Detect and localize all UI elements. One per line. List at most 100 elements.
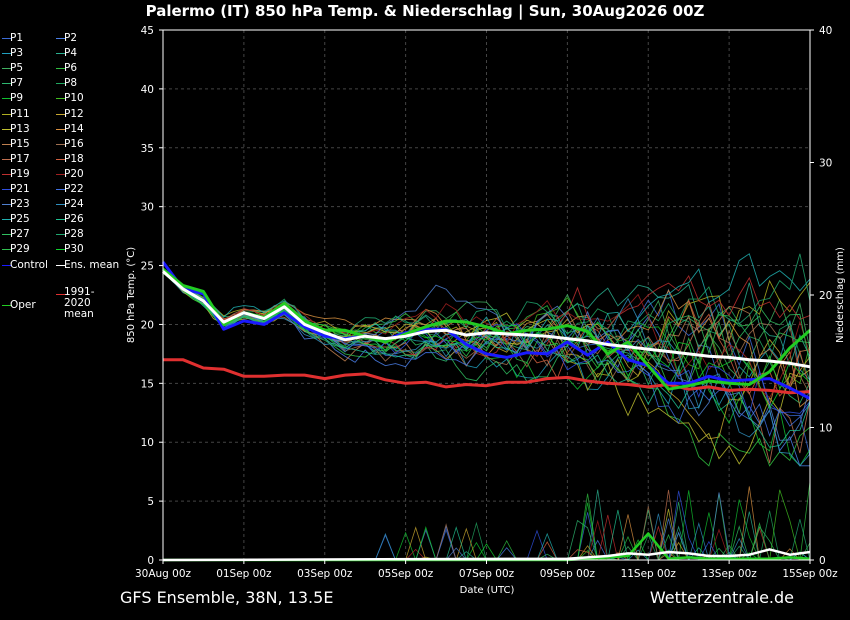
y-axis-label-left: 850 hPa Temp. (°C) — [126, 247, 137, 343]
legend-label: P5 — [10, 62, 24, 75]
legend-label: P27 — [10, 228, 30, 241]
legend-label: P8 — [64, 77, 78, 90]
ensemble-precip-line — [163, 541, 810, 561]
axes — [159, 29, 814, 564]
legend-swatch — [56, 173, 66, 175]
legend-swatch — [56, 53, 66, 55]
legend-swatch — [56, 143, 66, 145]
y-tick-label-left: 40 — [141, 84, 154, 96]
legend-label: P3 — [10, 47, 24, 60]
legend-swatch — [56, 204, 66, 206]
y-axis-label-right: Niederschlag (mm) — [835, 247, 846, 343]
legend-label: P7 — [10, 77, 24, 90]
legend-label: Oper — [10, 299, 36, 311]
legend-swatch — [2, 113, 12, 115]
climatology-line — [163, 358, 811, 395]
legend-label: P21 — [10, 183, 30, 195]
source-credit: Wetterzentrale.de — [649, 588, 794, 607]
x-tick-label: 13Sep 00z — [701, 568, 757, 580]
legend-label: P10 — [64, 92, 84, 105]
x-tick-label: 15Sep 00z — [782, 568, 838, 580]
legend-swatch — [56, 234, 66, 236]
y-tick-label-left: 15 — [141, 378, 154, 390]
legend-label: 1991-2020 mean — [64, 286, 95, 320]
legend-swatch — [56, 98, 66, 100]
control-line — [161, 261, 811, 400]
legend-swatch — [56, 113, 66, 115]
legend-label: P9 — [10, 92, 24, 105]
legend-swatch — [2, 98, 12, 100]
y-tick-label-left: 10 — [141, 437, 154, 449]
legend-label: Ens. mean — [64, 258, 120, 271]
main-series — [161, 261, 811, 562]
y-tick-label-left: 25 — [141, 261, 154, 273]
tick-labels: 0 5 10 15 20 25 30 35 40 45 0 10 20 30 40 30Aug 00z 01Se… — [135, 25, 838, 580]
x-tick-label: 07Sep 00z — [459, 568, 515, 580]
ensemble-member-line — [162, 271, 811, 383]
legend-label: P16 — [64, 137, 84, 150]
legend-swatch — [56, 249, 66, 251]
x-axis-label: Date (UTC) — [460, 585, 515, 596]
x-tick-label: 11Sep 00z — [621, 568, 677, 580]
ensemble-members — [162, 253, 811, 562]
plot-frame — [162, 29, 811, 561]
legend-label: P18 — [64, 152, 84, 165]
x-tick-label: 05Sep 00z — [378, 568, 434, 580]
y-tick-label-left: 0 — [147, 555, 154, 567]
legend-swatch — [56, 68, 66, 70]
y-tick-label-right: 0 — [819, 555, 826, 567]
legend-label: P4 — [64, 47, 78, 60]
legend-label: P24 — [64, 198, 84, 211]
legend-swatch — [2, 189, 12, 190]
legend-label: P12 — [64, 107, 84, 120]
legend-swatch — [56, 219, 66, 221]
legend-label: P30 — [64, 243, 84, 256]
y-tick-label-left: 5 — [147, 496, 154, 508]
y-tick-label-left: 45 — [141, 25, 154, 37]
ens-mean-line — [162, 270, 811, 369]
legend-label: P22 — [64, 183, 84, 195]
grid-lines — [163, 30, 810, 560]
y-tick-label-left: 30 — [141, 202, 154, 214]
legend-label: P20 — [64, 167, 84, 180]
legend-swatch — [2, 38, 12, 39]
legend-swatch — [56, 158, 66, 160]
legend-label: P1 — [10, 32, 24, 44]
legend-swatch — [2, 158, 12, 160]
legend-label: P2 — [64, 32, 78, 44]
legend-label: P15 — [10, 137, 30, 150]
legend-swatch — [2, 68, 12, 70]
x-tick-label: 09Sep 00z — [540, 568, 596, 580]
oper-precip-line — [163, 532, 811, 562]
legend-swatch — [2, 143, 12, 145]
ens-mean-precip-line — [162, 548, 811, 562]
legend-label: P17 — [10, 152, 30, 165]
y-tick-label-right: 40 — [819, 25, 832, 37]
legend-swatch — [2, 204, 12, 206]
y-tick-label-left: 35 — [141, 143, 154, 155]
y-tick-label-right: 30 — [819, 158, 832, 170]
legend-swatch — [56, 189, 66, 190]
legend-swatch — [2, 234, 12, 236]
legend-label: P19 — [10, 167, 30, 180]
ensemble-member-line — [162, 253, 811, 351]
x-tick-label: 30Aug 00z — [135, 568, 192, 580]
x-tick-label: 03Sep 00z — [297, 568, 353, 580]
legend-swatch — [2, 53, 12, 55]
legend-label: P13 — [10, 122, 30, 135]
x-tick-label: 01Sep 00z — [216, 568, 272, 580]
legend-label: P23 — [10, 198, 30, 211]
ensemble-member-line — [162, 272, 811, 410]
legend-label: P11 — [10, 107, 30, 120]
legend-swatch — [2, 305, 12, 306]
model-info: GFS Ensemble, 38N, 13.5E — [120, 588, 334, 607]
legend-swatch — [56, 128, 66, 130]
legend-label: P14 — [64, 122, 84, 135]
legend-label: P6 — [64, 62, 78, 75]
legend-label: P29 — [10, 243, 30, 256]
y-tick-label-right: 20 — [819, 290, 832, 302]
y-tick-label-right: 10 — [819, 423, 832, 435]
chart-title: Palermo (IT) 850 hPa Temp. & Niederschla… — [145, 2, 705, 20]
legend-label: P28 — [64, 228, 84, 241]
